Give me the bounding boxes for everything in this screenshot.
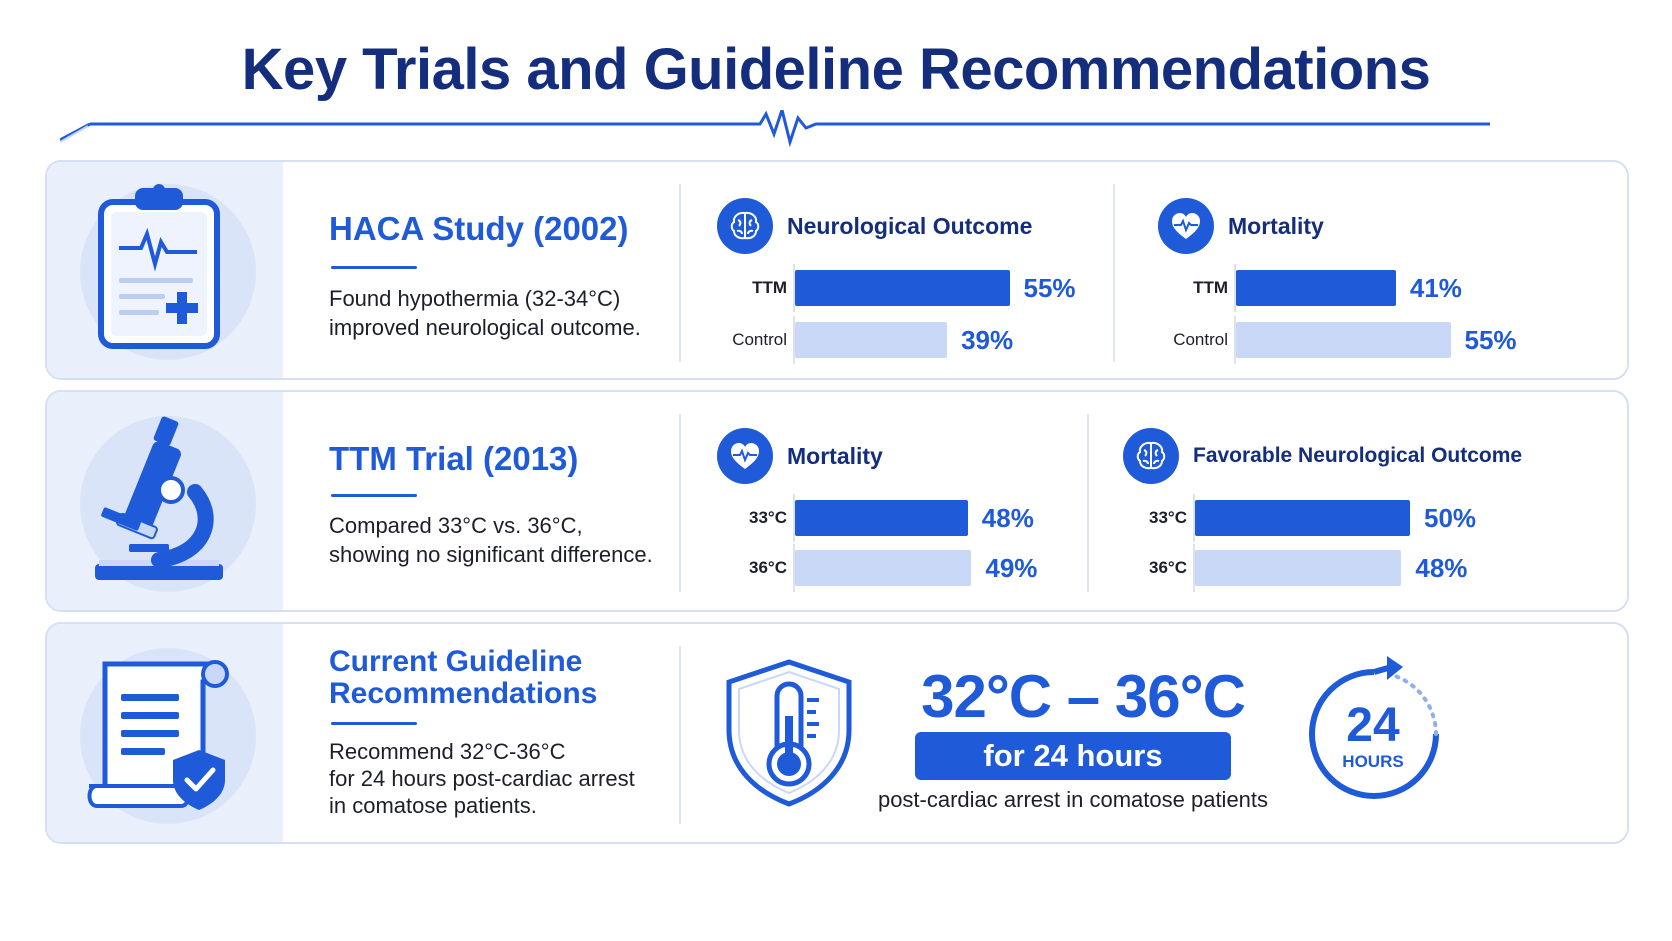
column-divider xyxy=(1087,414,1089,592)
title-line: Recommendations xyxy=(329,677,598,710)
trial-name: TTM Trial (2013) xyxy=(329,440,579,477)
panel-label: Mortality xyxy=(1228,212,1324,239)
ecg-divider xyxy=(60,110,1490,148)
guideline-subtext: post-cardiac arrest in comatose patients xyxy=(877,787,1269,812)
column-divider xyxy=(679,184,681,362)
row-label: Control xyxy=(732,330,787,349)
trial-icon-panel xyxy=(47,392,283,610)
microscope-icon xyxy=(95,416,223,580)
value-bar xyxy=(1195,550,1402,586)
value-bar xyxy=(1236,322,1451,358)
hours-number: 24 xyxy=(1346,699,1400,752)
panel-label: Favorable Neurological Outcome xyxy=(1193,444,1523,467)
trial-description: Found hypothermia (32-34°C) improved neu… xyxy=(329,284,641,342)
trial-icon-panel xyxy=(47,162,283,378)
title-accent xyxy=(331,494,417,497)
brain-icon xyxy=(717,198,773,254)
value-label: 48% xyxy=(981,502,1034,533)
outcome-panel: Favorable Neurological Outcome 33°C 50% … xyxy=(1123,428,1603,598)
desc-line: Compared 33°C vs. 36°C, xyxy=(329,513,583,538)
row-label: Control xyxy=(1173,330,1228,349)
value-label: 49% xyxy=(985,552,1038,583)
value-label: 48% xyxy=(1415,552,1468,583)
bar-axis xyxy=(793,316,795,364)
bar-row: 36°C 49% xyxy=(717,544,1038,592)
bar-axis xyxy=(1193,494,1195,542)
desc-line: for 24 hours post-cardiac arrest xyxy=(329,766,635,791)
hours-label: HOURS xyxy=(1342,752,1404,771)
guideline-description: Recommend 32°C-36°C for 24 hours post-ca… xyxy=(329,738,635,819)
value-bar xyxy=(795,550,972,586)
clipboard-ecg-icon xyxy=(98,184,220,349)
row-label: 36°C xyxy=(1149,558,1187,577)
bar-row: Control 39% xyxy=(717,316,1014,364)
desc-line: in comatose patients. xyxy=(329,793,537,818)
guideline-icon-panel xyxy=(47,624,283,842)
value-label: 50% xyxy=(1424,502,1477,533)
bar-axis xyxy=(1234,316,1236,364)
guideline-card: Current Guideline Recommendations Recomm… xyxy=(45,622,1629,844)
column-divider xyxy=(679,414,681,592)
desc-line: Found hypothermia (32-34°C) xyxy=(329,286,621,311)
bar-axis xyxy=(793,264,795,312)
row-label: 33°C xyxy=(749,508,787,527)
value-bar xyxy=(1195,500,1410,536)
trial-name: HACA Study (2002) xyxy=(329,210,629,247)
value-label: 55% xyxy=(1464,324,1517,355)
trial-card-ttm: TTM Trial (2013) Compared 33°C vs. 36°C,… xyxy=(45,390,1629,612)
brain-icon xyxy=(1123,428,1179,484)
page-title: Key Trials and Guideline Recommendations xyxy=(241,37,1431,102)
bar-row: TTM 55% xyxy=(717,264,1076,312)
circular-arrow-timer-icon xyxy=(1309,656,1439,799)
value-bar xyxy=(1236,270,1396,306)
scroll-shield-check-icon xyxy=(87,660,229,810)
guideline-title: Current Guideline Recommendations xyxy=(329,646,597,710)
shield-thermometer-icon xyxy=(726,659,852,807)
title-accent xyxy=(331,266,417,269)
title-line: Current Guideline xyxy=(329,645,583,678)
bar-row: Control 55% xyxy=(1158,316,1517,364)
bar-axis xyxy=(793,544,795,592)
desc-line: showing no significant difference. xyxy=(329,542,653,567)
outcome-panel: Mortality TTM 41% Control 55% xyxy=(1158,198,1578,368)
row-label: 33°C xyxy=(1149,508,1187,527)
bar-row: TTM 41% xyxy=(1158,264,1462,312)
title-accent xyxy=(331,722,417,725)
value-label: 39% xyxy=(961,324,1014,355)
duration-badge: for 24 hours xyxy=(915,732,1231,780)
desc-line: improved neurological outcome. xyxy=(329,315,641,340)
desc-line: Recommend 32°C-36°C xyxy=(329,739,566,764)
bar-axis xyxy=(1193,544,1195,592)
heart-pulse-icon xyxy=(1158,198,1214,254)
temperature-range: 32°C – 36°C xyxy=(921,663,1246,730)
value-label: 41% xyxy=(1409,272,1462,303)
panel-label: Mortality xyxy=(787,442,883,469)
bar-axis xyxy=(1234,264,1236,312)
trial-card-haca: HACA Study (2002) Found hypothermia (32-… xyxy=(45,160,1629,380)
bar-row: 33°C 50% xyxy=(1123,494,1477,542)
column-divider xyxy=(679,646,681,824)
value-bar xyxy=(795,270,1010,306)
column-divider xyxy=(1113,184,1115,362)
value-bar xyxy=(795,500,968,536)
row-label: 36°C xyxy=(749,558,787,577)
trial-description: Compared 33°C vs. 36°C, showing no signi… xyxy=(329,511,653,569)
outcome-panel: Neurological Outcome TTM 55% Control 39% xyxy=(717,198,1117,368)
outcome-panel: Mortality 33°C 48% 36°C 49% xyxy=(717,428,1097,598)
value-label: 55% xyxy=(1023,272,1076,303)
value-bar xyxy=(795,322,948,358)
row-label: TTM xyxy=(752,278,787,297)
bar-axis xyxy=(793,494,795,542)
bar-row: 33°C 48% xyxy=(717,494,1034,542)
bar-row: 36°C 48% xyxy=(1123,544,1468,592)
panel-label: Neurological Outcome xyxy=(787,212,1033,239)
heart-pulse-icon xyxy=(717,428,773,484)
row-label: TTM xyxy=(1193,278,1228,297)
